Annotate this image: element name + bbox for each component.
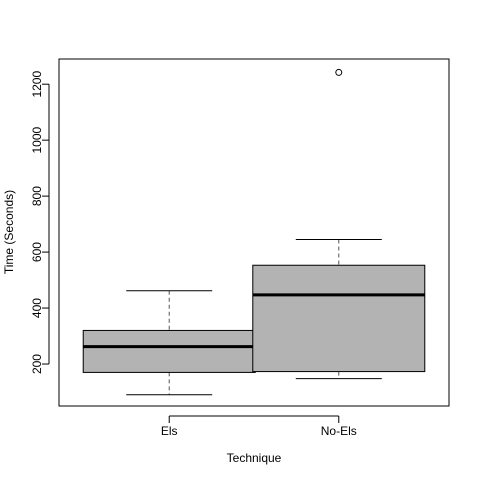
x-tick-label: Els: [161, 424, 178, 438]
y-axis: 200 400 600 800 1000 1200: [30, 71, 50, 374]
plot-frame: [58, 58, 450, 407]
y-tick-label: 1000: [30, 126, 44, 153]
outlier-point: [335, 68, 343, 76]
y-tick-label: 200: [30, 354, 44, 374]
box-group-no-els: [252, 68, 426, 380]
y-tick-label: 400: [30, 298, 44, 318]
x-axis-title: Technique: [227, 451, 282, 465]
iqr-box: [82, 329, 256, 373]
y-axis-title: Time (Seconds): [2, 190, 16, 274]
y-tick-label: 800: [30, 186, 44, 206]
box-group-els: [82, 290, 256, 396]
y-tick-label: 600: [30, 242, 44, 262]
y-tick-label: 1200: [30, 71, 44, 98]
x-axis: Els No-Els: [161, 415, 357, 438]
x-tick-label: No-Els: [321, 424, 357, 438]
iqr-box: [252, 264, 426, 373]
boxes: [82, 68, 426, 396]
